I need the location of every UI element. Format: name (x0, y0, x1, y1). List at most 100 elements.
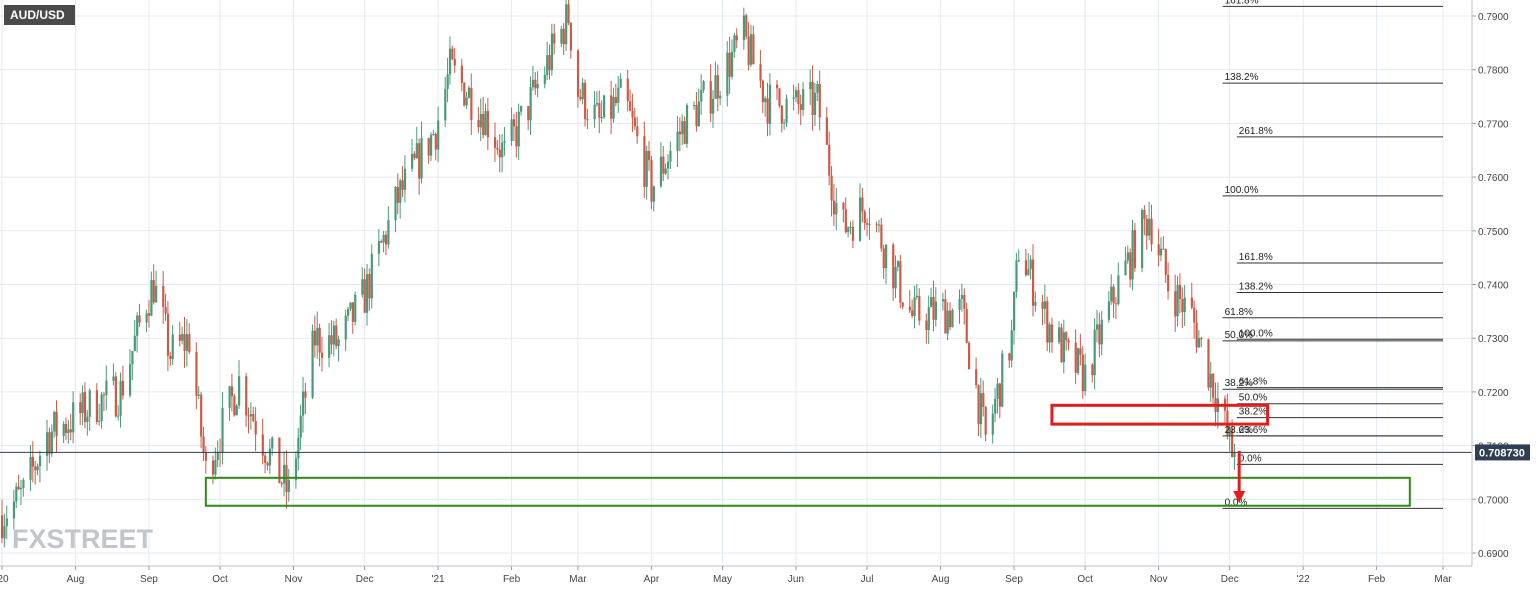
candle-body (164, 306, 167, 314)
candle-body (280, 483, 283, 485)
candle-body (162, 285, 165, 307)
x-tick-label: Oct (1077, 574, 1093, 585)
candle-body (695, 105, 698, 127)
candle-body (880, 224, 883, 249)
candle-body (941, 299, 945, 302)
gridlines (0, 0, 1472, 566)
candle-body (460, 65, 463, 83)
candle-body (370, 253, 373, 299)
candle-body (764, 98, 767, 103)
candle-body (527, 106, 530, 121)
candle-body (960, 295, 964, 300)
candle-body (633, 117, 637, 127)
candle-body (730, 51, 734, 77)
candle-body (586, 119, 589, 121)
candle-body (1117, 275, 1120, 304)
candle-body (579, 96, 582, 100)
candle-body (62, 423, 65, 437)
fib-level-label: 38.2% (1239, 407, 1267, 418)
candle-body (171, 334, 174, 359)
candle-body (1062, 332, 1065, 363)
candle-body (569, 22, 573, 51)
candle-body (619, 78, 622, 88)
candle-body (1079, 348, 1082, 355)
candle-body (548, 55, 551, 71)
candle-body (482, 114, 485, 135)
fib-level-label: 0.0% (1239, 453, 1262, 464)
candle-body (629, 101, 632, 111)
candle-body (254, 421, 257, 435)
candle-body (249, 413, 253, 417)
fib-level-label: 161.8% (1225, 0, 1259, 6)
candle-body (697, 101, 700, 127)
candle-body (913, 297, 916, 317)
candle-body (498, 149, 501, 158)
x-tick-label: Aug (932, 574, 950, 585)
y-tick-label: 0.6900 (1478, 549, 1509, 560)
candle-body (783, 122, 786, 124)
candle-body (598, 103, 601, 118)
candle-body (617, 87, 620, 104)
candle-body (565, 4, 568, 45)
candle-body (484, 110, 487, 135)
candle-body (1077, 348, 1080, 373)
candle-body (529, 87, 532, 121)
candle-body (264, 455, 267, 463)
candle-body (1046, 301, 1049, 343)
x-tick-label: Sep (140, 574, 158, 585)
candle-body (5, 518, 8, 527)
x-tick-label: Dec (1221, 574, 1239, 585)
fib-level-label: 138.2% (1225, 72, 1259, 83)
candle-body (934, 301, 938, 320)
y-tick-label: 0.7900 (1478, 12, 1509, 23)
candle-body (951, 309, 954, 328)
candle-body (202, 436, 205, 453)
candle-body (150, 280, 153, 316)
candle-body (1174, 291, 1177, 317)
candle-body (185, 334, 189, 351)
candle-body (1091, 364, 1094, 376)
candle-body (434, 134, 437, 150)
candle-body (448, 48, 452, 75)
candle-body (465, 97, 468, 106)
candle-body (1209, 373, 1212, 388)
candle-body (1, 515, 4, 539)
candle-body (967, 342, 971, 370)
candle-body (347, 308, 350, 316)
candle-body (1124, 260, 1127, 276)
candle-body (304, 391, 307, 398)
candle-body (813, 92, 817, 115)
x-tick-label: Sep (1005, 574, 1023, 585)
candle-body (858, 197, 862, 241)
candle-body (1031, 259, 1035, 306)
down-arrow-head (1233, 491, 1246, 504)
y-tick-label: 0.7300 (1478, 334, 1509, 345)
candle-body (453, 58, 456, 66)
candle-body (12, 501, 16, 519)
candle-body (958, 299, 961, 310)
candle-body (965, 308, 968, 343)
candle-body (1084, 364, 1087, 392)
candle-body (1207, 339, 1210, 388)
candle-body (100, 394, 103, 421)
candle-body (1010, 330, 1013, 361)
candle-body (576, 50, 580, 97)
candle-body (415, 143, 418, 159)
current-price-label: 0.708730 (1479, 447, 1525, 459)
candle-body (384, 234, 388, 245)
candle-body (828, 144, 831, 176)
candle-body (1098, 324, 1101, 345)
support-zone-box (204, 476, 1411, 507)
candle-body (785, 98, 788, 123)
candle-body (553, 33, 556, 44)
y-tick-label: 0.7200 (1478, 388, 1509, 399)
candle-body (1114, 303, 1118, 305)
candle-body (1183, 297, 1186, 312)
candle-body (861, 197, 864, 212)
candle-body (991, 413, 994, 435)
candle-body (15, 486, 18, 502)
candle-body (147, 313, 151, 316)
candle-body (72, 402, 75, 433)
candle-body (79, 402, 82, 414)
candle-body (98, 420, 101, 422)
